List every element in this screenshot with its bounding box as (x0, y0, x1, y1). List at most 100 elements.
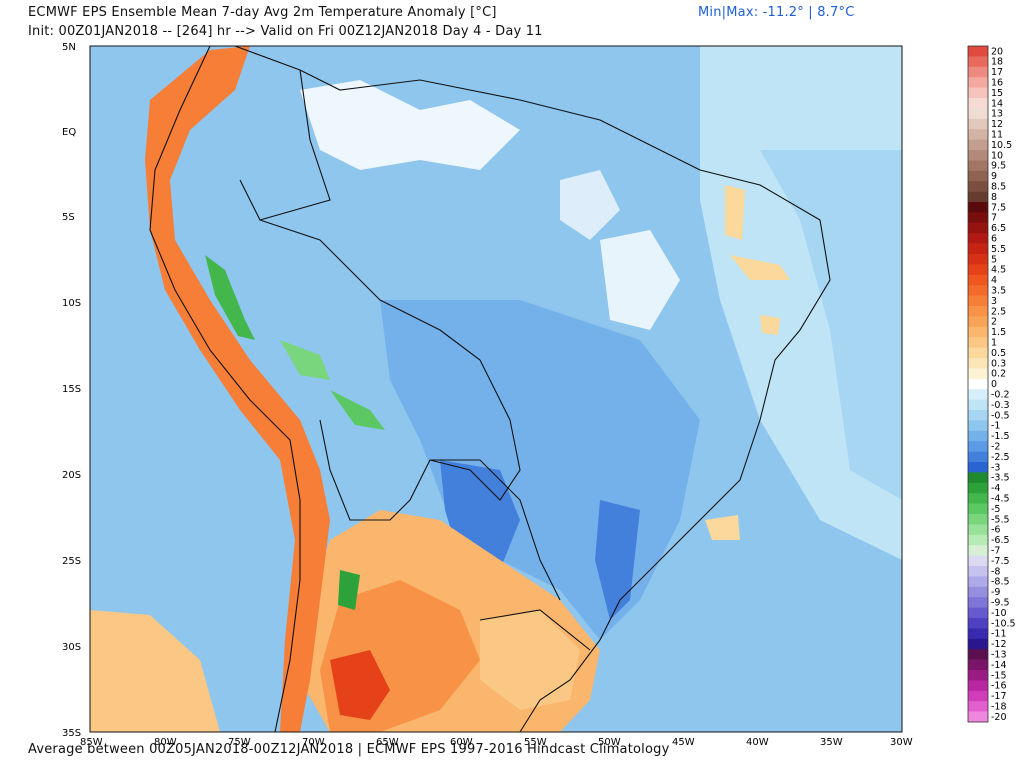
colorbar-label: -3 (991, 462, 1000, 473)
colorbar-label: 10 (991, 150, 1003, 161)
andes-warm-strip (145, 46, 330, 732)
colorbar-label: -20 (991, 712, 1007, 723)
colorbar-swatch (968, 451, 988, 463)
lon-label: 70W (302, 737, 325, 748)
colorbar-swatch (968, 378, 988, 390)
longitude-labels: 85W 80W 75W 70W 65W 60W 55W 50W 45W 40W … (80, 737, 913, 748)
colorbar-label: 2.5 (991, 306, 1006, 317)
lat-label: 30S (62, 642, 81, 653)
colorbar-swatch (968, 493, 988, 504)
colorbar-swatch (968, 680, 988, 692)
country-borders (149, 45, 831, 733)
colorbar-label: 3 (991, 296, 997, 307)
lat-label: EQ (62, 127, 76, 138)
colorbar-swatch (968, 576, 988, 588)
lon-label: 40W (746, 737, 769, 748)
colorbar-swatch (968, 87, 988, 99)
colorbar-label: 1 (991, 338, 997, 349)
colorbar-label: 0 (991, 379, 997, 390)
colorbar-swatch (968, 347, 988, 359)
colorbar-swatch (968, 607, 988, 619)
colorbar-swatch (968, 690, 988, 702)
lon-label: 75W (228, 737, 251, 748)
lat-label: 35S (62, 728, 81, 739)
colorbar-swatch (968, 170, 988, 182)
map-frame (89, 45, 903, 733)
lon-label: 85W (80, 737, 103, 748)
colorbar-label: 6 (991, 234, 997, 245)
colorbar-label: 20 (991, 46, 1003, 57)
lon-label: 65W (376, 737, 399, 748)
colorbar-swatch (968, 534, 988, 546)
colorbar-swatch (968, 233, 988, 244)
colorbar-swatch (968, 628, 988, 640)
colorbar-swatch (968, 618, 988, 629)
lon-label: 30W (890, 737, 913, 748)
lon-label: 60W (450, 737, 473, 748)
colorbar-label: 8 (991, 192, 997, 203)
colorbar-label: -8 (991, 566, 1000, 577)
andes-cold-argentina (338, 570, 360, 610)
colorbar-swatch (968, 212, 988, 224)
colorbar-label: -4 (991, 483, 1000, 494)
colorbar-swatch (968, 326, 988, 338)
colorbar-label: -18 (991, 702, 1007, 713)
colorbar-swatch (968, 46, 988, 57)
colorbar-label: -6 (991, 525, 1000, 536)
southeast-brazil-cold (595, 500, 640, 620)
colorbar-label: 17 (991, 67, 1003, 78)
lon-label: 45W (672, 737, 695, 748)
colorbar-label: 4.5 (991, 265, 1006, 276)
paraguay-border (430, 459, 561, 601)
colorbar-label: -1.5 (991, 431, 1010, 442)
colorbar-swatch (968, 77, 988, 88)
colorbar-label: -12 (991, 639, 1007, 650)
colorbar-label: 9 (991, 171, 997, 182)
colorbar-label: 10.5 (991, 140, 1012, 151)
ne-brazil-warm-3 (760, 315, 780, 335)
colorbar-swatch (968, 295, 988, 307)
ne-brazil-warm-2 (730, 255, 790, 280)
colorbar-swatch (968, 566, 988, 577)
colorbar-swatch (968, 420, 988, 432)
colorbar-swatch (968, 410, 988, 421)
colorbar-label: 9.5 (991, 161, 1006, 172)
lat-label: 10S (62, 298, 81, 309)
min-max-readout: Min|Max: -11.2° | 8.7°C (698, 5, 855, 20)
colorbar-swatch (968, 701, 988, 712)
colorbar-label: -9 (991, 587, 1000, 598)
footer-note: Average between 00Z05JAN2018-00Z12JAN201… (28, 742, 670, 757)
pacific-warm-region (90, 610, 220, 732)
colorbar-swatch (968, 254, 988, 265)
colorbar-swatch (968, 108, 988, 120)
andes-cold-south (330, 390, 385, 430)
colorbar-swatch (968, 514, 988, 525)
colorbar-label: -0.3 (991, 400, 1010, 411)
neutral-patch-mid (560, 170, 620, 240)
colorbar-label: -7 (991, 546, 1000, 557)
lat-label: 15S (62, 384, 81, 395)
colorbar-label: 7.5 (991, 202, 1006, 213)
lon-label: 80W (154, 737, 177, 748)
colorbar-label: 6.5 (991, 223, 1006, 234)
colorbar-label: 3.5 (991, 286, 1006, 297)
colorbar-label: -16 (991, 681, 1007, 692)
colorbar-swatch (968, 274, 988, 286)
colorbar-swatch (968, 56, 988, 68)
colorbar-swatch (968, 524, 988, 536)
colorbar-label: -6.5 (991, 535, 1010, 546)
lat-label: 5N (62, 42, 76, 53)
colorbar-label: -14 (991, 660, 1007, 671)
colorbar-label: 0.3 (991, 358, 1006, 369)
colorbar-label: 2 (991, 317, 997, 328)
lat-label: 20S (62, 470, 81, 481)
uruguay-warm (480, 610, 580, 710)
colorbar-label: 0.2 (991, 369, 1006, 380)
lon-label: 35W (820, 737, 843, 748)
colorbar-swatch (968, 306, 988, 317)
colombia-border (239, 69, 331, 221)
colorbar-label: -2.5 (991, 452, 1010, 463)
lat-label: 5S (62, 212, 75, 223)
argentina-hot-spot (330, 650, 390, 720)
